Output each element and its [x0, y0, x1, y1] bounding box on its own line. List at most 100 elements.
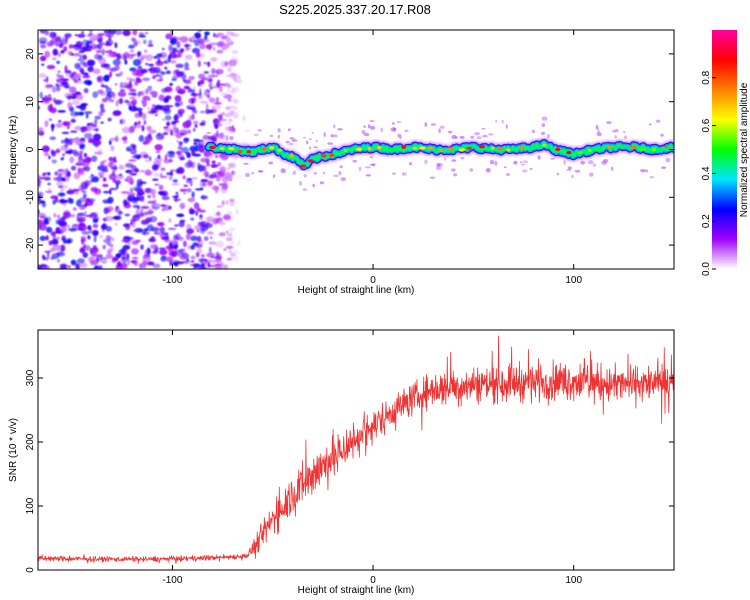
signal-side-lobe — [268, 161, 274, 165]
noise-speckle — [196, 235, 202, 243]
noise-speckle — [142, 196, 145, 199]
noise-speckle — [91, 155, 98, 162]
signal-side-lobe — [333, 174, 339, 177]
noise-speckle — [57, 70, 61, 74]
noise-speckle — [142, 39, 147, 45]
noise-speckle — [61, 184, 69, 189]
signal-hotspot — [595, 148, 600, 152]
signal-side-lobe — [556, 172, 560, 176]
noise-speckle — [80, 103, 89, 106]
noise-speckle — [48, 118, 53, 121]
noise-speckle — [90, 174, 94, 177]
noise-speckle — [171, 78, 177, 81]
noise-speckle — [203, 61, 208, 65]
noise-speckle — [116, 174, 124, 180]
noise-speckle — [91, 123, 98, 128]
spectrogram-y-tick-label: -10 — [25, 190, 36, 205]
noise-speckle — [70, 165, 77, 171]
noise-speckle — [86, 122, 92, 127]
noise-speckle — [191, 35, 196, 42]
noise-speckle — [191, 97, 195, 104]
noise-speckle — [56, 60, 60, 64]
signal-hotspot — [246, 150, 252, 154]
noise-speckle — [201, 254, 205, 258]
noise-speckle — [95, 140, 102, 145]
noise-speckle — [193, 93, 202, 97]
noise-speckle — [176, 71, 184, 77]
noise-speckle — [128, 80, 132, 86]
signal-side-lobe — [277, 128, 281, 133]
signal-side-lobe — [656, 119, 661, 123]
noise-speckle — [89, 30, 93, 33]
noise-speckle — [90, 260, 99, 266]
noise-speckle — [66, 190, 75, 195]
noise-speckle — [67, 51, 73, 56]
signal-side-lobe — [443, 157, 447, 161]
noise-speckle — [73, 73, 82, 79]
noise-speckle — [68, 44, 74, 49]
signal-side-lobe — [337, 128, 343, 131]
noise-speckle — [48, 94, 51, 97]
signal-side-lobe — [450, 168, 456, 172]
snr-frame — [37, 329, 675, 571]
noise-speckle — [59, 226, 67, 233]
signal-side-lobe — [399, 134, 402, 140]
signal-side-lobe — [610, 166, 614, 171]
noise-speckle — [102, 183, 109, 188]
noise-speckle — [173, 133, 177, 137]
noise-speckle — [53, 177, 58, 181]
noise-speckle — [183, 240, 187, 248]
noise-speckle — [148, 129, 157, 134]
noise-speckle — [175, 63, 184, 68]
signal-side-lobe — [614, 135, 617, 139]
noise-speckle — [208, 97, 216, 103]
signal-hotspot — [237, 149, 243, 154]
noise-speckle — [59, 100, 64, 104]
noise-speckle — [211, 160, 216, 164]
signal-side-lobe — [485, 168, 491, 173]
signal-side-lobe — [380, 127, 384, 133]
noise-speckle — [212, 118, 220, 125]
noise-speckle — [204, 222, 213, 228]
spectrogram-y-tick-label: -20 — [25, 237, 36, 252]
noise-speckle — [232, 111, 239, 120]
noise-speckle — [140, 68, 148, 74]
signal-hotspot — [355, 147, 362, 151]
snr-plot-area — [38, 335, 674, 564]
noise-speckle — [215, 265, 222, 269]
noise-speckle — [108, 156, 114, 162]
signal-hotspot — [491, 146, 495, 150]
noise-speckle — [105, 93, 112, 101]
noise-speckle — [197, 221, 201, 226]
noise-speckle — [188, 76, 196, 80]
signal-side-lobe — [469, 168, 474, 172]
noise-speckle — [193, 95, 197, 101]
signal-side-lobe — [482, 134, 488, 138]
noise-speckle — [78, 111, 85, 116]
noise-speckle — [77, 34, 82, 37]
noise-speckle — [125, 201, 130, 206]
noise-speckle — [114, 135, 119, 143]
noise-speckle — [101, 48, 106, 56]
noise-speckle — [153, 231, 160, 235]
signal-side-lobe — [549, 157, 556, 160]
noise-speckle — [93, 224, 98, 227]
noise-speckle — [70, 73, 75, 78]
signal-side-lobe — [494, 160, 498, 166]
noise-speckle — [99, 257, 109, 260]
noise-speckle — [84, 132, 93, 139]
noise-speckle — [228, 118, 233, 122]
noise-speckle — [132, 69, 140, 77]
noise-speckle — [155, 113, 158, 117]
signal-hotspot — [343, 149, 348, 153]
signal-side-lobe — [541, 116, 548, 121]
noise-speckle — [199, 43, 206, 50]
signal-hotspot — [639, 147, 647, 151]
noise-speckle — [91, 176, 100, 183]
noise-speckle — [94, 115, 101, 120]
noise-speckle — [47, 251, 50, 259]
colorbar-tick-label: 0.8 — [701, 70, 712, 84]
noise-speckle — [64, 85, 71, 89]
noise-speckle — [97, 89, 104, 95]
signal-side-lobe — [451, 134, 457, 140]
